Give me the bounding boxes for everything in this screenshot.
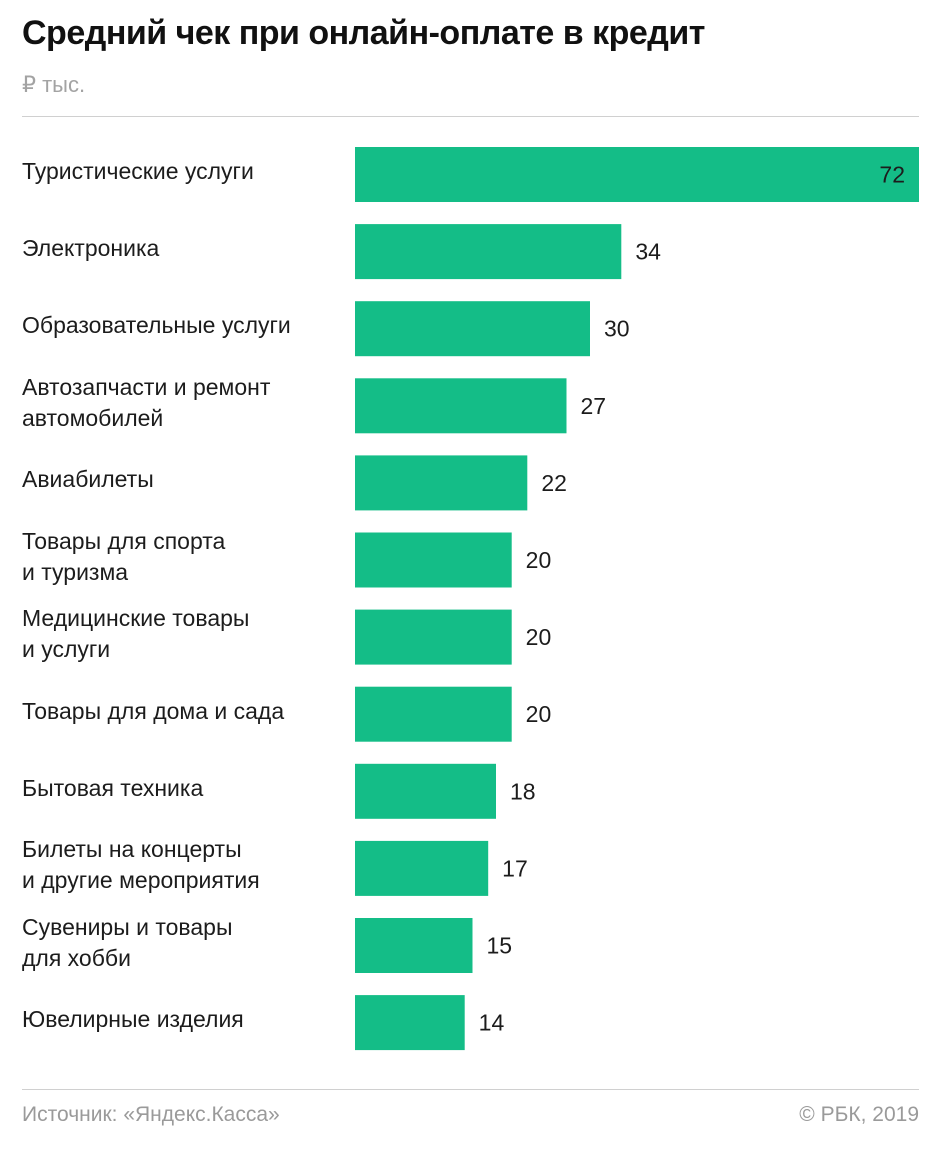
category-label-9: Бытовая техника <box>22 773 347 804</box>
bar-value-label-8: 20 <box>526 701 552 727</box>
copyright-note: © РБК, 2019 <box>799 1103 919 1126</box>
category-label-11: Сувениры и товары для хобби <box>22 912 347 974</box>
source-note: Источник: «Яндекс.Касса» <box>22 1103 280 1126</box>
bar-3 <box>355 301 590 357</box>
category-label-line: Авиабилеты <box>22 466 154 493</box>
bar-10 <box>355 840 489 896</box>
category-label-5: Авиабилеты <box>22 464 347 495</box>
bar-value-label-12: 14 <box>479 1010 505 1036</box>
category-label-line: Туристические услуги <box>22 158 254 184</box>
unit-label: ₽ тыс. <box>22 72 86 97</box>
bar-value-label-3: 30 <box>604 316 630 342</box>
category-label-line: Билеты на концерты <box>22 836 242 863</box>
bar-value-label-1: 72 <box>879 162 905 188</box>
bar-value-label-2: 34 <box>635 239 661 265</box>
bar-chart: 72 34 30 27 22 20 20 20 18 17 15 14 Туристические у… <box>0 140 945 1065</box>
category-label-8: Товары для дома и сада <box>22 696 347 727</box>
bar-8 <box>355 686 512 742</box>
category-label-line: Бытовая техника <box>22 774 204 801</box>
bar-4 <box>355 378 567 434</box>
category-label-line: и другие мероприятия <box>22 867 260 894</box>
bar-7 <box>355 609 512 665</box>
category-label-line: Сувениры и товары <box>22 913 233 940</box>
bar-value-label-9: 18 <box>510 778 536 804</box>
category-label-line: и услуги <box>22 636 111 663</box>
bar-value-label-11: 15 <box>487 933 513 959</box>
category-label-1: Туристические услуги <box>22 156 347 187</box>
category-label-12: Ювелирные изделия <box>22 1004 347 1035</box>
category-label-line: и туризма <box>22 559 129 585</box>
bar-1 <box>355 147 919 202</box>
bar-value-label-4: 27 <box>581 393 607 419</box>
bar-5 <box>355 455 528 511</box>
chart-title: Средний чек при онлайн-оплате в кредит <box>22 14 705 52</box>
category-label-4: Автозапчасти и ремонт автомобилей <box>22 372 347 434</box>
bar-11 <box>355 918 473 973</box>
bar-chart-svg: 72 34 30 27 22 20 20 20 18 17 15 14 <box>355 147 919 1051</box>
category-label-line: Ювелирные изделия <box>22 1006 244 1033</box>
bar-12 <box>355 995 465 1051</box>
category-label-line: Медицинские товары <box>22 605 250 632</box>
bar-2 <box>355 224 622 280</box>
category-label-line: автомобилей <box>22 404 164 431</box>
bar-6 <box>355 532 512 588</box>
category-label-line: Электроника <box>22 235 160 262</box>
bottom-divider <box>22 1089 919 1090</box>
category-label-10: Билеты на концерты и другие мероприятия <box>22 834 347 896</box>
category-label-line: для хобби <box>22 944 131 971</box>
category-label-2: Электроника <box>22 233 347 264</box>
bar-9 <box>355 763 496 819</box>
bar-value-label-7: 20 <box>526 624 552 650</box>
bar-value-label-6: 20 <box>526 547 552 573</box>
bar-value-label-10: 17 <box>502 855 528 881</box>
category-label-3: Образовательные услуги <box>22 310 347 341</box>
category-label-line: Товары для спорта <box>22 528 226 554</box>
category-label-line: Товары для дома и сада <box>22 697 285 724</box>
category-label-line: Автозапчасти и ремонт <box>22 373 271 400</box>
category-label-7: Медицинские товары и услуги <box>22 603 347 665</box>
bar-value-label-5: 22 <box>541 470 567 496</box>
top-divider <box>22 116 919 117</box>
category-label-line: Образовательные услуги <box>22 312 291 339</box>
category-label-6: Товары для спорта и туризма <box>22 526 347 588</box>
